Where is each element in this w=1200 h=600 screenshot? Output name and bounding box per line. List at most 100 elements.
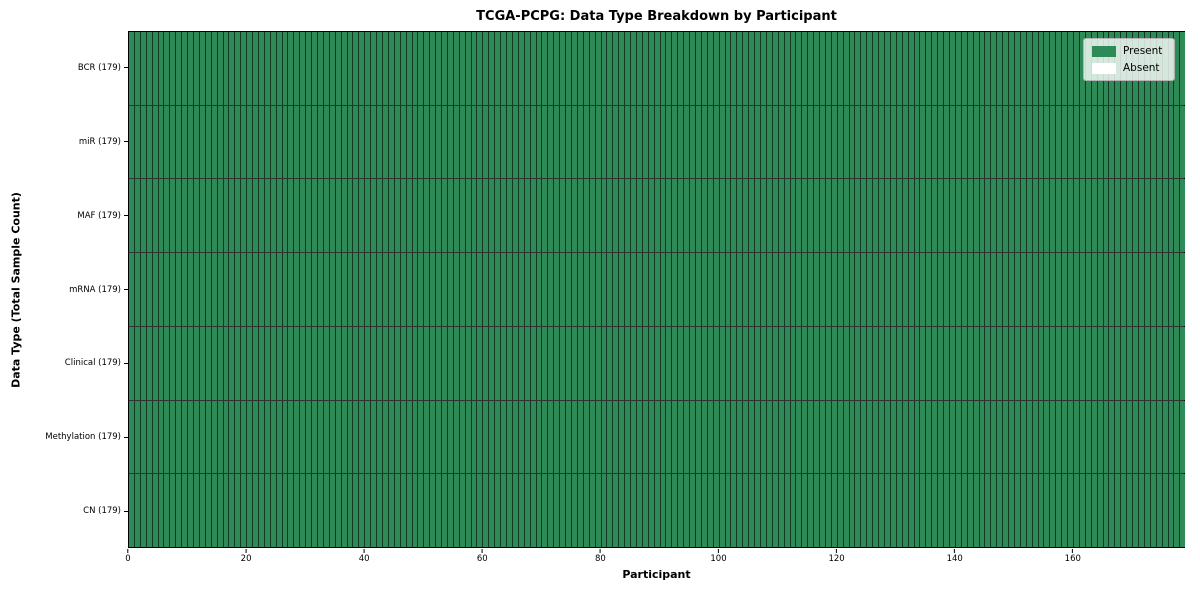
heatmap-cell: [932, 400, 939, 474]
heatmap-cell: [300, 400, 307, 474]
heatmap-cell: [270, 400, 277, 474]
heatmap-cell: [1038, 326, 1045, 400]
heatmap-cell: [802, 105, 809, 179]
heatmap-cell: [371, 32, 378, 105]
heatmap-cell: [140, 253, 147, 326]
x-axis-label: Participant: [622, 568, 691, 581]
heatmap-cell: [447, 32, 454, 105]
heatmap-cell: [477, 253, 484, 326]
heatmap-cell: [678, 400, 685, 474]
heatmap-cell: [1156, 400, 1163, 474]
heatmap-cell: [613, 105, 620, 179]
heatmap-cell: [731, 32, 738, 105]
heatmap-cell: [1150, 179, 1157, 253]
heatmap-cell: [430, 32, 437, 105]
heatmap-cell: [589, 32, 596, 105]
heatmap-cell: [944, 32, 950, 105]
heatmap-cell: [554, 253, 561, 326]
heatmap-cell: [696, 400, 702, 474]
heatmap-cell: [365, 474, 372, 548]
heatmap-cell: [1156, 326, 1163, 400]
heatmap-cell: [347, 474, 354, 548]
heatmap-cell: [329, 105, 336, 179]
heatmap-cell: [743, 400, 750, 474]
y-tick: miR (179): [0, 137, 128, 147]
heatmap-cell: [430, 474, 437, 548]
heatmap-cell: [737, 179, 744, 253]
heatmap-cell: [601, 105, 608, 179]
heatmap-cell: [1121, 400, 1128, 474]
heatmap-cell: [955, 253, 962, 326]
heatmap-cell: [424, 400, 431, 474]
heatmap-cell: [955, 400, 962, 474]
heatmap-cell: [601, 179, 608, 253]
heatmap-cell: [453, 400, 460, 474]
heatmap-cell: [672, 105, 679, 179]
heatmap-cell: [353, 400, 360, 474]
heatmap-cell: [518, 253, 525, 326]
heatmap-cell: [583, 105, 590, 179]
heatmap-cell: [619, 474, 626, 548]
heatmap-cell: [459, 474, 466, 548]
heatmap-cell: [701, 105, 708, 179]
heatmap-cell: [253, 400, 259, 474]
heatmap-cell: [701, 400, 708, 474]
heatmap-cell: [193, 253, 200, 326]
heatmap-cell: [353, 179, 360, 253]
heatmap-cell: [1056, 105, 1063, 179]
heatmap-cell: [164, 105, 171, 179]
heatmap-cell: [1056, 32, 1063, 105]
heatmap-cell: [158, 326, 165, 400]
heatmap-cell: [164, 253, 171, 326]
heatmap-cell: [997, 105, 1004, 179]
heatmap-cell: [1109, 400, 1116, 474]
heatmap-cell: [365, 32, 372, 105]
heatmap-cell: [495, 474, 502, 548]
heatmap-cell: [796, 32, 803, 105]
heatmap-cell: [666, 105, 673, 179]
heatmap-cell: [595, 32, 602, 105]
heatmap-cell: [400, 179, 407, 253]
heatmap-cell: [1003, 253, 1010, 326]
heatmap-cell: [282, 32, 289, 105]
heatmap-cell: [258, 32, 265, 105]
heatmap-cell: [258, 326, 265, 400]
heatmap-cell: [495, 326, 502, 400]
heatmap-cell: [542, 326, 549, 400]
heatmap-cell: [129, 474, 135, 548]
heatmap-cell: [566, 326, 572, 400]
heatmap-cell: [719, 326, 726, 400]
heatmap-cell: [182, 179, 189, 253]
heatmap-cell: [1085, 105, 1092, 179]
heatmap-cell: [636, 32, 643, 105]
heatmap-cell: [306, 474, 313, 548]
x-tick: 80: [595, 549, 606, 564]
heatmap-cell: [973, 105, 980, 179]
heatmap-cell: [571, 474, 578, 548]
heatmap-cell: [642, 179, 649, 253]
heatmap-cell: [961, 105, 968, 179]
heatmap-cell: [524, 32, 531, 105]
heatmap-cell: [1044, 400, 1051, 474]
heatmap-cell: [908, 400, 915, 474]
heatmap-cell: [1079, 326, 1086, 400]
heatmap-cell: [176, 253, 183, 326]
heatmap-cell: [1020, 326, 1027, 400]
heatmap-cell: [760, 179, 767, 253]
heatmap-cell: [471, 474, 478, 548]
heatmap-cell: [760, 32, 767, 105]
heatmap-cell: [1180, 400, 1186, 474]
heatmap-cell: [371, 326, 378, 400]
heatmap-cell: [914, 179, 921, 253]
heatmap-cell: [1156, 105, 1163, 179]
x-tick: 140: [947, 549, 963, 564]
heatmap-cell: [1174, 400, 1181, 474]
heatmap-cell: [1026, 326, 1033, 400]
heatmap-cell: [365, 400, 372, 474]
heatmap-cell: [1174, 253, 1181, 326]
heatmap-cell: [855, 105, 862, 179]
heatmap-cell: [808, 326, 815, 400]
heatmap-cell: [507, 400, 513, 474]
heatmap-cell: [365, 326, 372, 400]
heatmap-cell: [542, 400, 549, 474]
